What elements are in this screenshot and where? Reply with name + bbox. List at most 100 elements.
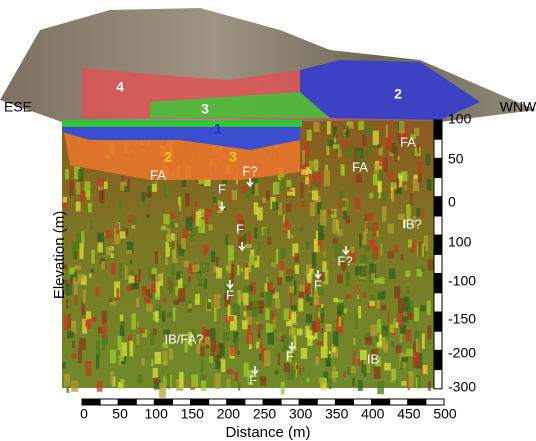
texture-patch [420, 266, 425, 272]
texture-patch [148, 293, 153, 299]
texture-patch [234, 339, 239, 353]
texture-patch [318, 166, 321, 179]
texture-patch [376, 300, 380, 309]
scale-segment [353, 398, 373, 406]
arrow [288, 342, 296, 352]
elevation-tick-label: 0 [448, 194, 456, 210]
texture-patch [154, 351, 162, 365]
texture-patch [182, 229, 190, 239]
texture-patch [95, 340, 101, 356]
texture-patch [291, 305, 297, 310]
texture-patch [62, 196, 67, 203]
texture-patch [305, 166, 311, 174]
texture-patch [238, 236, 244, 250]
texture-patch [352, 350, 356, 365]
texture-patch [223, 205, 227, 211]
texture-patch [256, 207, 263, 221]
texture-patch [71, 353, 77, 358]
texture-patch [363, 364, 367, 377]
texture-patch [379, 335, 386, 349]
texture-patch [226, 369, 233, 374]
texture-patch [343, 370, 346, 378]
texture-patch [272, 181, 280, 195]
texture-patch [151, 359, 154, 367]
texture-patch [311, 187, 319, 201]
texture-patch [215, 354, 221, 370]
scale-segment [433, 215, 443, 236]
texture-patch [287, 191, 294, 196]
texture-patch [124, 185, 130, 192]
texture-patch [365, 336, 373, 345]
texture-patch [134, 282, 140, 289]
texture-patch [151, 181, 157, 192]
texture-patch [302, 149, 305, 165]
texture-patch [128, 214, 133, 223]
scale-segment [433, 349, 443, 371]
texture-patch [182, 283, 189, 289]
texture-patch [155, 274, 163, 282]
texture-patch [360, 254, 367, 268]
texture-patch [152, 328, 157, 336]
texture-patch [132, 215, 137, 224]
texture-patch [371, 273, 376, 280]
texture-patch [317, 288, 325, 296]
texture-patch [318, 377, 325, 384]
scale-segment [425, 398, 445, 406]
texture-patch [254, 183, 259, 196]
texture-patch [267, 332, 275, 345]
texture-patch [300, 182, 304, 198]
texture-patch [356, 150, 362, 166]
texture-patch [120, 181, 127, 191]
texture-patch [311, 252, 317, 268]
scale-segment [433, 234, 443, 255]
texture-patch [179, 197, 182, 211]
texture-patch [129, 340, 134, 357]
annotation: F [226, 287, 234, 302]
texture-patch [389, 324, 395, 334]
texture-patch [298, 291, 304, 300]
texture-patch [408, 371, 414, 388]
texture-patch [162, 342, 169, 349]
texture-patch [242, 320, 248, 330]
texture-patch [320, 346, 328, 359]
texture-patch [136, 297, 140, 308]
texture-patch [216, 267, 222, 279]
scale-segment [117, 398, 137, 406]
elevation-tick-label: -200 [448, 345, 476, 361]
texture-patch [264, 283, 267, 292]
texture-patch [131, 270, 134, 279]
texture-patch [286, 321, 292, 327]
texture-patch [249, 254, 255, 265]
texture-patch [190, 227, 196, 242]
texture-patch [257, 324, 261, 339]
texture-patch [338, 201, 341, 208]
texture-patch [262, 196, 266, 203]
texture-patch [285, 350, 293, 363]
texture-patch [315, 174, 322, 189]
texture-patch [345, 272, 350, 287]
texture-patch [387, 251, 394, 259]
texture-patch [286, 179, 292, 187]
texture-patch [407, 239, 412, 248]
elevation-title: Elevation (m) [51, 211, 68, 299]
texture-patch [323, 170, 331, 187]
texture-patch [102, 322, 107, 338]
texture-patch [299, 226, 305, 232]
texture-patch [73, 250, 78, 260]
zone-label: 2 [394, 86, 402, 102]
texture-patch [204, 208, 209, 224]
texture-patch [76, 237, 82, 250]
texture-patch [66, 283, 72, 296]
texture-patch [174, 223, 178, 228]
texture-patch [383, 157, 389, 173]
distance-title: Distance (m) [225, 424, 310, 441]
texture-patch [248, 231, 252, 247]
texture-patch [188, 264, 195, 274]
arrow [314, 270, 322, 280]
texture-patch [386, 172, 394, 178]
texture-patch [118, 355, 122, 367]
texture-patch [332, 238, 339, 244]
texture-patch [300, 367, 305, 372]
texture-patch [321, 328, 324, 334]
